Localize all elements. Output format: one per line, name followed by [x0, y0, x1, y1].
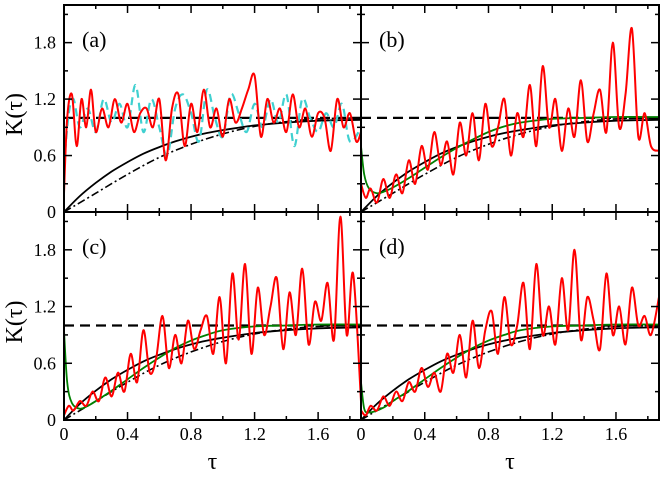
x-tick-label: 0 — [60, 424, 69, 444]
y-tick-label: 1.8 — [34, 240, 57, 260]
panel-label: (c) — [82, 234, 106, 259]
series-poisson-like — [361, 118, 659, 212]
series-dash-dot — [361, 117, 659, 212]
x-tick-label: 1.6 — [307, 424, 330, 444]
x-tick-label: 1.2 — [243, 424, 266, 444]
axes-frame — [360, 211, 660, 421]
panel-c: 0 0.4 0.8 1.2 1.6 τ 0 0.6 1.2 1.8 K(τ) (c) — [2, 211, 362, 475]
y-tick-label: 1.8 — [34, 33, 57, 53]
x-axis-label: τ — [505, 449, 515, 474]
y-axis-label: K(τ) — [2, 93, 28, 136]
y-tick-label: 1.2 — [34, 297, 57, 317]
panel-label: (d) — [379, 234, 405, 259]
series-cyan-dashed — [64, 83, 361, 166]
panel-label: (b) — [379, 27, 405, 52]
series-red-data — [361, 27, 659, 204]
panel-a: 0 0.6 1.2 1.8 K(τ) (a) — [2, 4, 362, 222]
plot-area — [64, 215, 361, 420]
plot-area — [361, 27, 659, 212]
y-axis-label: K(τ) — [2, 301, 28, 344]
x-tick-label: 0 — [357, 424, 366, 444]
y-tick-label: 0.6 — [34, 353, 57, 373]
x-tick-label: 1.6 — [605, 424, 628, 444]
series-green-fit — [64, 323, 361, 410]
y-tick-label: 0 — [47, 202, 56, 222]
axes-frame — [63, 4, 362, 213]
y-tick-label: 1.2 — [34, 89, 57, 109]
series-poisson-like — [64, 326, 361, 420]
panel-label: (a) — [82, 27, 106, 52]
x-tick-label: 0.4 — [116, 424, 139, 444]
x-tick-label: 0.4 — [413, 424, 436, 444]
series-red-data — [361, 248, 659, 417]
x-axis-label: τ — [208, 449, 218, 474]
x-tick-label: 1.2 — [541, 424, 564, 444]
series-red-data — [64, 215, 361, 416]
plot-area — [64, 72, 361, 212]
panel-d: 0 0.4 0.8 1.2 1.6 τ (d) — [357, 211, 660, 475]
plot-area — [361, 248, 659, 420]
x-tick-label: 0.8 — [477, 424, 500, 444]
series-red-data — [64, 72, 361, 194]
x-tick-label: 0.8 — [180, 424, 203, 444]
panel-b: (b) — [360, 4, 660, 213]
series-poisson-like — [64, 118, 361, 212]
y-tick-label: 0.6 — [34, 146, 57, 166]
y-tick-label: 0 — [47, 410, 56, 430]
